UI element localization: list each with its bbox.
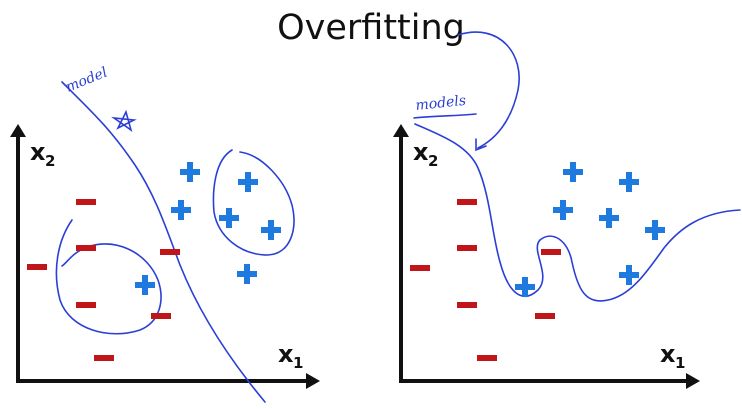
left-negative-marker: [27, 264, 47, 270]
left-positive-marker: [180, 162, 200, 182]
left-negative-marker: [160, 249, 180, 255]
right-positive-marker: [619, 172, 639, 192]
left-negative-marker: [94, 355, 114, 361]
right-negative-marker: [457, 199, 477, 205]
right-model-underline: [413, 113, 477, 119]
right-positive-marker: [553, 200, 573, 220]
right-negative-marker: [457, 302, 477, 308]
left-y-axis-label: x: [30, 138, 46, 166]
right-negative-marker: [535, 313, 555, 319]
right-negative-marker: [541, 249, 561, 255]
right-model-annotation: models: [415, 93, 467, 114]
right-negative-marker: [457, 245, 477, 251]
right-x-arrow: [686, 373, 700, 389]
right-positive-marker: [563, 162, 583, 182]
left-negative-marker: [76, 245, 96, 251]
left-markers: [27, 162, 281, 361]
right-overfit-curve: [414, 123, 741, 302]
left-positive-marker: [237, 264, 257, 284]
left-x-axis-label: x: [278, 340, 294, 368]
right-markers: [410, 162, 665, 361]
left-positive-marker: [171, 200, 191, 220]
right-callout-arrowhead: [475, 138, 487, 152]
right-y-arrow: [393, 124, 409, 137]
left-negative-marker: [151, 313, 171, 319]
right-negative-marker: [410, 265, 430, 271]
left-x-axis-sub: 1: [293, 354, 303, 372]
left-negative-marker: [76, 199, 96, 205]
left-x-arrow: [306, 373, 320, 389]
left-star-mark: [111, 109, 137, 132]
left-positive-marker: [135, 275, 155, 295]
left-model-annotation: model: [64, 65, 110, 96]
right-axes: x 2 x 1: [393, 124, 700, 389]
right-positive-marker: [619, 265, 639, 285]
right-callout-arrow: [457, 31, 520, 149]
right-y-axis-label: x: [413, 138, 429, 166]
right-x-axis-label: x: [660, 340, 676, 368]
left-positive-marker: [261, 220, 281, 240]
left-positive-marker: [238, 172, 258, 192]
right-positive-marker: [515, 277, 535, 297]
left-axes: x 2 x 1: [10, 124, 320, 389]
left-negative-marker: [76, 302, 96, 308]
right-positive-marker: [645, 220, 665, 240]
right-negative-marker: [477, 355, 497, 361]
left-y-axis-sub: 2: [45, 152, 55, 170]
right-y-axis-sub: 2: [428, 152, 438, 170]
left-y-arrow: [10, 124, 26, 137]
right-positive-marker: [599, 208, 619, 228]
right-x-axis-sub: 1: [675, 354, 685, 372]
left-positive-loop: [212, 149, 295, 256]
slide-title: Overfitting: [277, 8, 465, 48]
left-pen-annotations: [55, 81, 295, 403]
left-decision-line: [61, 81, 266, 403]
left-positive-marker: [219, 208, 239, 228]
right-pen-annotations: [413, 31, 741, 302]
